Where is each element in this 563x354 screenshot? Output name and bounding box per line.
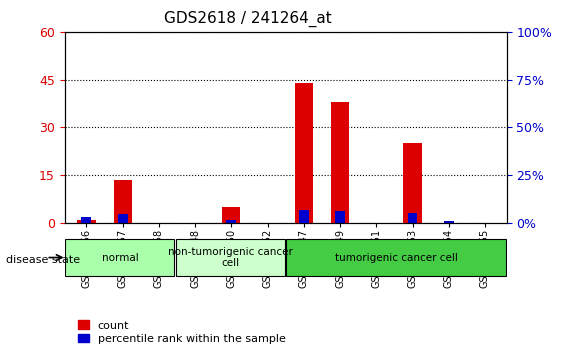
Bar [408,213,418,223]
Bar [299,210,309,223]
Text: tumorigenic cancer cell: tumorigenic cancer cell [335,252,458,263]
FancyBboxPatch shape [176,239,285,276]
Bar [226,220,236,223]
Text: disease state: disease state [6,255,80,265]
Bar [118,215,128,223]
Bar [78,220,96,223]
Text: GDS2618 / 241264_at: GDS2618 / 241264_at [164,11,332,27]
Legend: count, percentile rank within the sample: count, percentile rank within the sample [73,316,290,348]
Text: normal: normal [101,252,138,263]
FancyBboxPatch shape [65,239,175,276]
Bar [335,211,345,223]
FancyBboxPatch shape [287,239,506,276]
Bar [295,83,313,223]
Bar [331,102,349,223]
Bar [404,143,422,223]
Bar [114,180,132,223]
Bar [222,207,240,223]
Bar [82,217,91,223]
Bar [444,221,454,223]
Text: non-tumorigenic cancer
cell: non-tumorigenic cancer cell [168,247,293,268]
